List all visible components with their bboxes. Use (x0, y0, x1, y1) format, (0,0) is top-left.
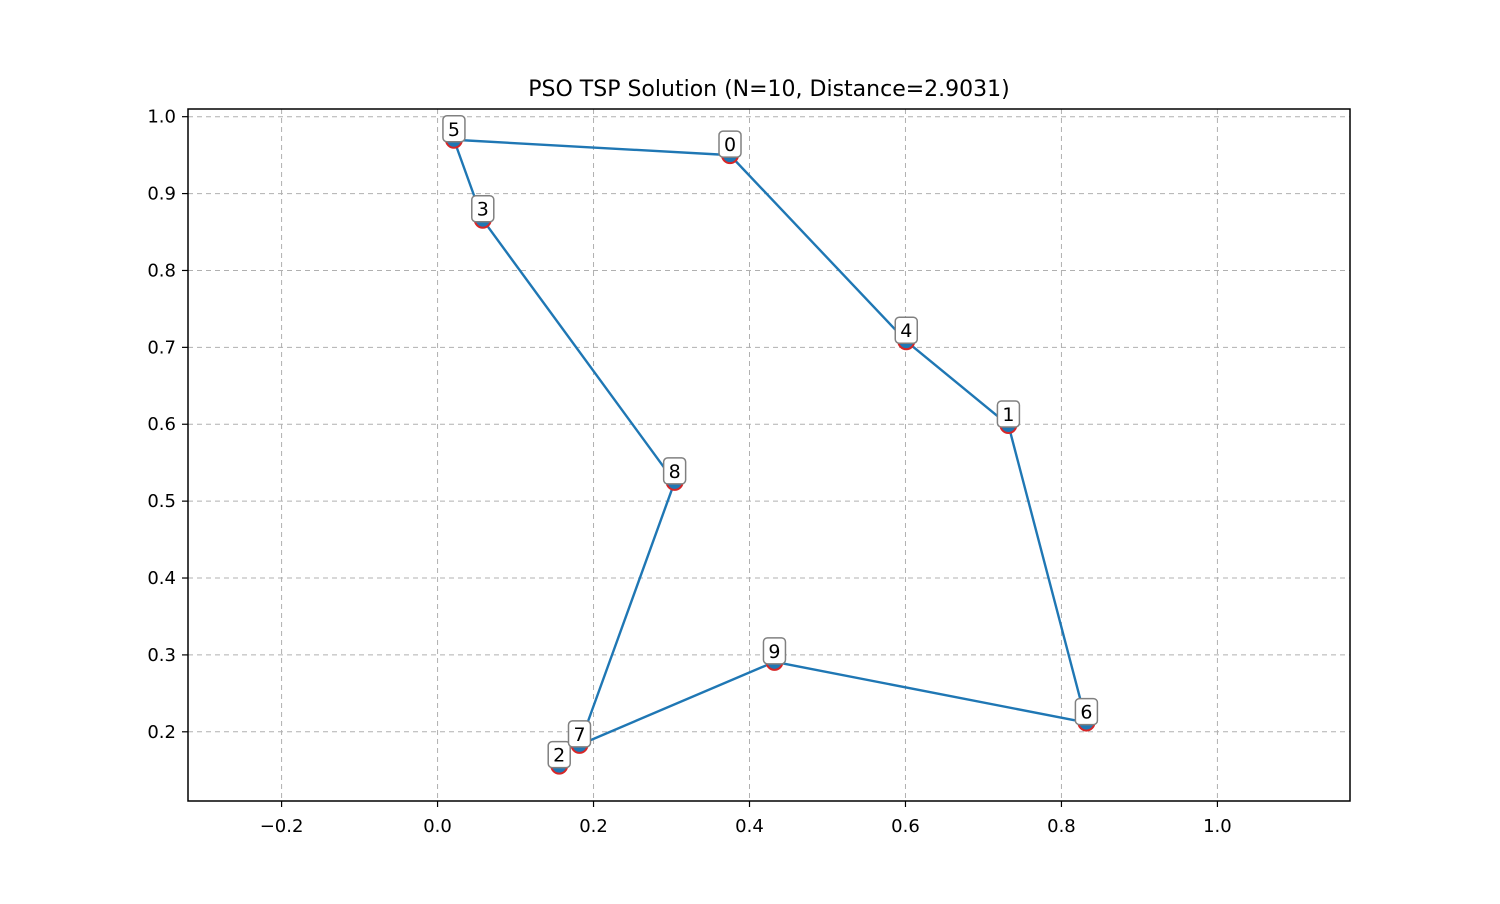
chart-title: PSO TSP Solution (N=10, Distance=2.9031) (528, 77, 1009, 102)
city-label-box (567, 720, 592, 748)
city-label-text: 3 (477, 199, 489, 221)
x-tick-label: 0.8 (1047, 816, 1076, 837)
city-label-text: 5 (448, 119, 460, 141)
y-tick-label: 0.9 (147, 184, 176, 205)
y-tick-label: 0.2 (147, 722, 176, 743)
city-label-text: 8 (669, 461, 681, 483)
y-tick-label: 0.6 (147, 414, 176, 435)
city-label-0: 0 (718, 130, 742, 158)
city-label-1: 1 (996, 400, 1021, 428)
city-label-box (442, 115, 466, 143)
y-tick-label: 0.3 (147, 645, 176, 666)
city-label-box (1074, 697, 1099, 726)
city-label-9: 9 (762, 637, 787, 665)
city-label-text: 7 (573, 724, 585, 746)
grid-lines (188, 109, 1350, 801)
x-tick-label: 0.2 (579, 816, 608, 837)
y-tick-label: 0.4 (147, 568, 176, 589)
city-label-text: 6 (1080, 702, 1092, 724)
city-label-text: 2 (553, 745, 565, 767)
city-label-box (547, 740, 571, 769)
city-label-box (471, 194, 495, 223)
y-tick-label: 0.8 (147, 260, 176, 281)
y-axis-ticks: 0.2 0.3 0.4 0.5 0.6 0.7 0.8 0.9 1.0 (147, 107, 188, 743)
city-label-text: 9 (768, 641, 780, 663)
city-label-8: 8 (662, 457, 687, 485)
city-label-box (894, 316, 919, 344)
city-label-text: 0 (724, 134, 736, 156)
route-segment (1007, 423, 1088, 724)
plot-area-frame (187, 108, 1351, 802)
city-label-7: 7 (567, 720, 592, 748)
y-tick-label: 0.5 (147, 491, 176, 512)
route-lines (452, 138, 1088, 747)
route-segment (578, 660, 776, 747)
x-tick-label: 0.6 (891, 816, 920, 837)
city-label-box (996, 400, 1021, 428)
route-segment (481, 218, 676, 484)
x-tick-label: 0.4 (735, 816, 764, 837)
city-label-text: 4 (900, 320, 912, 342)
route-segment (728, 153, 908, 343)
y-tick-label: 0.7 (147, 337, 176, 358)
city-label-box (718, 130, 742, 158)
city-label-box (662, 457, 687, 485)
city-label-box (762, 637, 787, 665)
city-label-6: 6 (1074, 697, 1099, 726)
route-segment (905, 340, 1010, 427)
x-tick-label: 0.0 (423, 816, 452, 837)
route-segment (578, 480, 676, 747)
x-tick-label: −0.2 (260, 816, 304, 837)
city-label-4: 4 (894, 316, 919, 344)
city-label-2: 2 (547, 740, 571, 769)
route-segment (452, 138, 732, 157)
city-labels: 0 1 2 3 4 5 6 7 8 9 (442, 115, 1099, 769)
route-segment (773, 660, 1088, 724)
y-tick-label: 1.0 (147, 107, 176, 128)
x-tick-label: 1.0 (1203, 816, 1232, 837)
x-axis-ticks: −0.2 0.0 0.2 0.4 0.6 0.8 1.0 (260, 801, 1232, 837)
city-label-text: 1 (1002, 404, 1014, 426)
city-label-3: 3 (471, 194, 495, 223)
city-label-5: 5 (442, 115, 466, 143)
